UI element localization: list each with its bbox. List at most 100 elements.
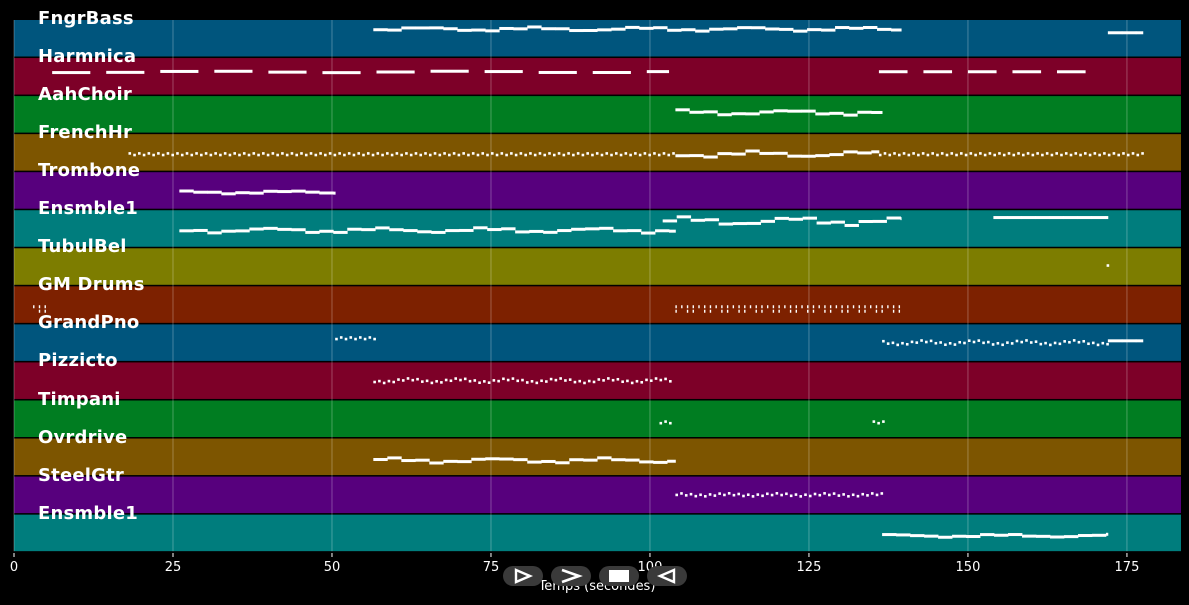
note bbox=[732, 493, 736, 497]
note bbox=[662, 219, 678, 223]
note bbox=[689, 110, 704, 114]
note bbox=[1049, 535, 1065, 539]
note bbox=[1063, 216, 1078, 220]
note bbox=[870, 492, 874, 495]
track-label: FrenchHr bbox=[38, 122, 133, 144]
note bbox=[160, 69, 199, 73]
note bbox=[801, 154, 816, 158]
back-button[interactable] bbox=[647, 566, 687, 586]
track-band bbox=[14, 324, 1181, 361]
note bbox=[634, 152, 637, 155]
note bbox=[387, 379, 391, 383]
note bbox=[955, 153, 958, 157]
note bbox=[322, 71, 361, 75]
note bbox=[718, 492, 721, 495]
note bbox=[1084, 152, 1087, 155]
note bbox=[1131, 152, 1135, 155]
note bbox=[923, 70, 953, 74]
note bbox=[641, 231, 656, 235]
note bbox=[397, 378, 400, 381]
note bbox=[761, 494, 764, 498]
note bbox=[1039, 342, 1043, 346]
note bbox=[497, 379, 500, 383]
note bbox=[555, 461, 570, 465]
note bbox=[627, 229, 642, 233]
note bbox=[875, 309, 878, 313]
note bbox=[529, 152, 532, 155]
note bbox=[1093, 152, 1097, 155]
play-button[interactable] bbox=[503, 566, 543, 586]
note bbox=[52, 71, 91, 75]
note bbox=[401, 26, 416, 30]
note bbox=[335, 337, 338, 341]
note bbox=[898, 305, 901, 309]
note bbox=[430, 69, 469, 73]
note-group bbox=[878, 70, 1086, 74]
note bbox=[646, 70, 670, 74]
note bbox=[363, 337, 367, 341]
note bbox=[1055, 152, 1058, 155]
note bbox=[1077, 216, 1092, 220]
note bbox=[185, 152, 189, 155]
tick-label: 50 bbox=[323, 560, 341, 575]
note bbox=[780, 493, 783, 497]
note bbox=[219, 153, 222, 157]
note bbox=[765, 27, 780, 31]
note bbox=[988, 152, 992, 155]
note bbox=[490, 152, 494, 155]
note bbox=[657, 153, 661, 157]
note bbox=[499, 457, 514, 461]
note bbox=[925, 340, 928, 344]
note bbox=[572, 153, 575, 157]
note bbox=[467, 153, 470, 157]
note bbox=[449, 379, 453, 383]
note bbox=[807, 28, 822, 32]
note bbox=[319, 191, 334, 195]
note bbox=[1087, 342, 1090, 346]
note bbox=[902, 152, 906, 155]
note-group bbox=[675, 492, 884, 498]
note bbox=[252, 152, 256, 155]
note bbox=[672, 152, 675, 155]
note bbox=[597, 378, 601, 381]
note bbox=[832, 492, 836, 495]
note-group bbox=[33, 305, 46, 313]
note bbox=[214, 152, 217, 155]
note bbox=[333, 191, 336, 195]
note-group bbox=[662, 215, 902, 227]
note bbox=[221, 192, 236, 196]
note bbox=[611, 378, 615, 382]
note bbox=[872, 420, 876, 423]
note bbox=[939, 341, 942, 344]
note bbox=[979, 152, 982, 155]
note-group bbox=[373, 377, 672, 385]
note bbox=[300, 152, 303, 155]
track-label: Trombone bbox=[38, 160, 141, 182]
note bbox=[193, 228, 208, 232]
note bbox=[1045, 152, 1049, 155]
note bbox=[592, 380, 596, 384]
note bbox=[1105, 216, 1109, 220]
note bbox=[778, 305, 780, 309]
note bbox=[362, 153, 365, 157]
note bbox=[704, 495, 707, 498]
note-group bbox=[993, 216, 1109, 220]
note bbox=[669, 229, 676, 233]
forward-button[interactable] bbox=[551, 566, 591, 586]
note bbox=[960, 152, 963, 155]
note bbox=[1053, 341, 1057, 345]
note bbox=[857, 151, 872, 155]
note bbox=[349, 336, 353, 339]
note bbox=[1006, 341, 1009, 344]
note bbox=[533, 153, 537, 157]
note bbox=[1122, 152, 1125, 155]
note bbox=[991, 343, 995, 346]
note bbox=[1091, 533, 1107, 537]
note bbox=[690, 218, 706, 222]
note bbox=[193, 190, 208, 194]
note bbox=[882, 339, 885, 343]
note bbox=[1002, 153, 1006, 157]
note bbox=[1082, 339, 1086, 343]
stop-button[interactable] bbox=[599, 566, 639, 586]
note bbox=[901, 341, 904, 345]
